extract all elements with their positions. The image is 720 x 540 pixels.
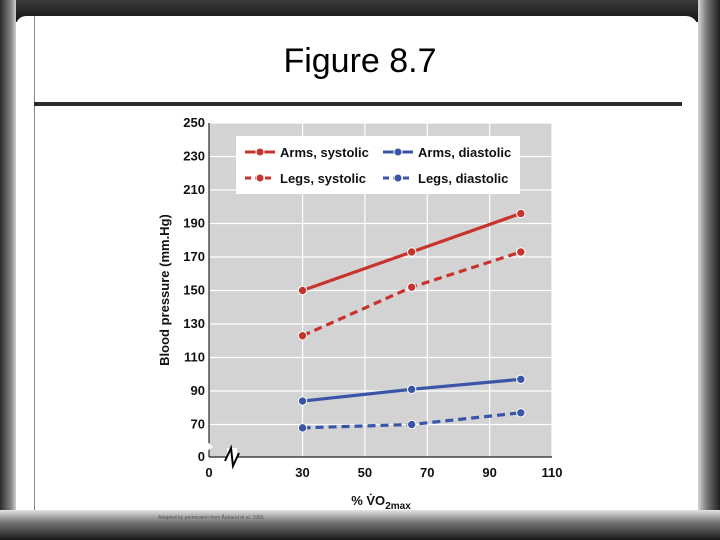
slide-frame-right (698, 0, 720, 540)
legend-marker-3 (393, 173, 403, 183)
series-point-2-0 (297, 331, 308, 341)
slide-frame-left (0, 0, 16, 540)
series-point-2-2 (516, 247, 526, 257)
legend-box (236, 136, 520, 194)
y-tick-label-130: 130 (183, 316, 205, 331)
slide-left-rule (34, 16, 35, 510)
series-point-1-2 (516, 374, 526, 384)
y-tick-label-210: 210 (183, 182, 205, 197)
legend-marker-0 (255, 147, 265, 157)
legend-label-1: Arms, diastolic (418, 145, 511, 160)
x-axis-label-sub: 2max (385, 501, 411, 512)
legend-label-2: Legs, systolic (280, 171, 366, 186)
slide-title: Figure 8.7 (283, 42, 437, 80)
y-tick-label-90: 90 (191, 383, 205, 398)
series-point-3-0 (297, 423, 308, 433)
y-axis-label: Blood pressure (mm.Hg) (157, 214, 172, 366)
x-tick-label-110: 110 (542, 465, 563, 480)
title-rule (34, 102, 682, 106)
legend-label-3: Legs, diastolic (418, 171, 508, 186)
series-point-3-1 (406, 419, 417, 430)
axis-break-mark (224, 444, 240, 470)
x-tick-labels: 0 30 50 70 90 110 (205, 465, 562, 480)
y-tick-label-110: 110 (184, 350, 205, 365)
y-tick-label-70: 70 (191, 417, 205, 432)
y-axis-break-notch (203, 438, 213, 455)
legend-marker-1 (393, 147, 403, 157)
series-point-0-2 (516, 208, 526, 219)
legend: Arms, systolic Arms, diastolic Legs, systo… (236, 136, 520, 194)
series-point-1-1 (406, 384, 417, 395)
series-point-1-0 (297, 396, 308, 406)
legend-marker-2 (255, 173, 265, 183)
data-series (297, 208, 526, 433)
legend-label-0: Arms, systolic (280, 145, 369, 160)
x-tick-label-50: 50 (358, 465, 372, 480)
y-tick-label-230: 230 (183, 149, 205, 164)
series-point-0-0 (297, 285, 308, 296)
series-point-3-2 (516, 408, 526, 418)
y-tick-label-190: 190 (183, 216, 205, 231)
x-tick-label-70: 70 (420, 465, 434, 480)
y-tick-label-170: 170 (183, 249, 205, 264)
x-axis-label: % V̇O2max (351, 493, 411, 512)
y-tick-label-150: 150 (183, 283, 205, 298)
x-axis-label-main: % V̇O (351, 493, 385, 508)
x-tick-label-0: 0 (205, 465, 212, 480)
y-tick-label-250: 250 (183, 115, 205, 130)
x-tick-label-90: 90 (482, 465, 496, 480)
y-tick-label-0: 0 (198, 449, 205, 464)
x-tick-label-30: 30 (295, 465, 309, 480)
series-point-2-1 (406, 282, 417, 292)
series-point-0-1 (406, 247, 417, 257)
y-tick-labels: 0 70 90 110 130 150 170 190 210 230 250 (183, 115, 205, 464)
credit-line: Adapted by permission from Åstrand et al… (158, 514, 265, 521)
slide-frame-bottom (0, 510, 720, 540)
